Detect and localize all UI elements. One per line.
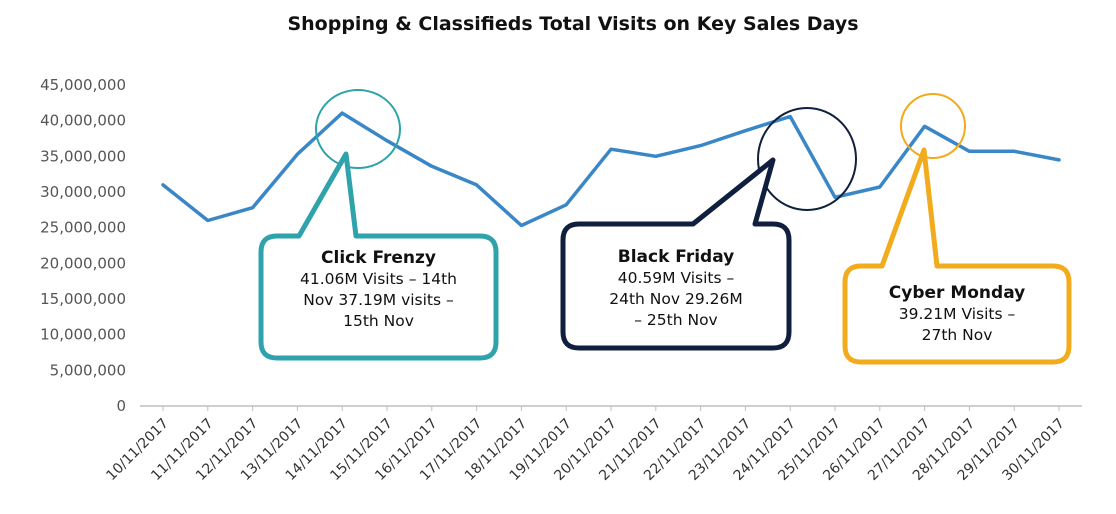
y-tick-label: 35,000,000 <box>40 147 126 165</box>
callout-text: – 25th Nov <box>634 311 717 329</box>
callout-cyber-monday: Cyber Monday 39.21M Visits – 27th Nov <box>842 93 1072 365</box>
callout-box <box>258 151 499 361</box>
y-tick-label: 5,000,000 <box>50 361 126 379</box>
y-axis: 0 5,000,000 10,000,000 15,000,000 20,000,000… <box>40 76 126 415</box>
y-tick-label: 20,000,000 <box>40 254 126 272</box>
callout-text: 41.06M Visits – 14th <box>300 270 457 288</box>
callout-box <box>842 147 1072 365</box>
callout-box <box>560 157 792 351</box>
callout-text: 27th Nov <box>922 326 993 344</box>
y-tick-label: 10,000,000 <box>40 326 126 344</box>
callout-text: 15th Nov <box>343 312 414 330</box>
y-tick-label: 0 <box>116 397 126 415</box>
callout-text: 39.21M Visits – <box>899 305 1015 323</box>
callout-title: Click Frenzy <box>321 248 436 268</box>
callout-text: 24th Nov 29.26M <box>609 290 742 308</box>
callout-black-friday: Black Friday 40.59M Visits – 24th Nov 29.2… <box>560 107 857 351</box>
callout-layer: Click Frenzy 41.06M Visits – 14th Nov 37.1… <box>258 89 1072 365</box>
y-tick-label: 45,000,000 <box>40 76 126 94</box>
highlight-circle <box>315 89 401 169</box>
callout-title: Black Friday <box>618 247 735 267</box>
highlight-circle <box>757 107 857 211</box>
callout-click-frenzy: Click Frenzy 41.06M Visits – 14th Nov 37.1… <box>258 89 499 361</box>
y-tick-label: 25,000,000 <box>40 219 126 237</box>
callout-text: 40.59M Visits – <box>618 269 734 287</box>
callout-title: Cyber Monday <box>889 283 1025 303</box>
callout-text: Nov 37.19M visits – <box>303 291 454 309</box>
highlight-circle <box>900 93 966 159</box>
y-tick-label: 30,000,000 <box>40 183 126 201</box>
y-tick-label: 15,000,000 <box>40 290 126 308</box>
y-tick-label: 40,000,000 <box>40 112 126 130</box>
x-axis: 10/11/201711/11/201712/11/201713/11/2017… <box>103 406 1068 484</box>
chart-title: Shopping & Classifieds Total Visits on K… <box>287 13 858 35</box>
